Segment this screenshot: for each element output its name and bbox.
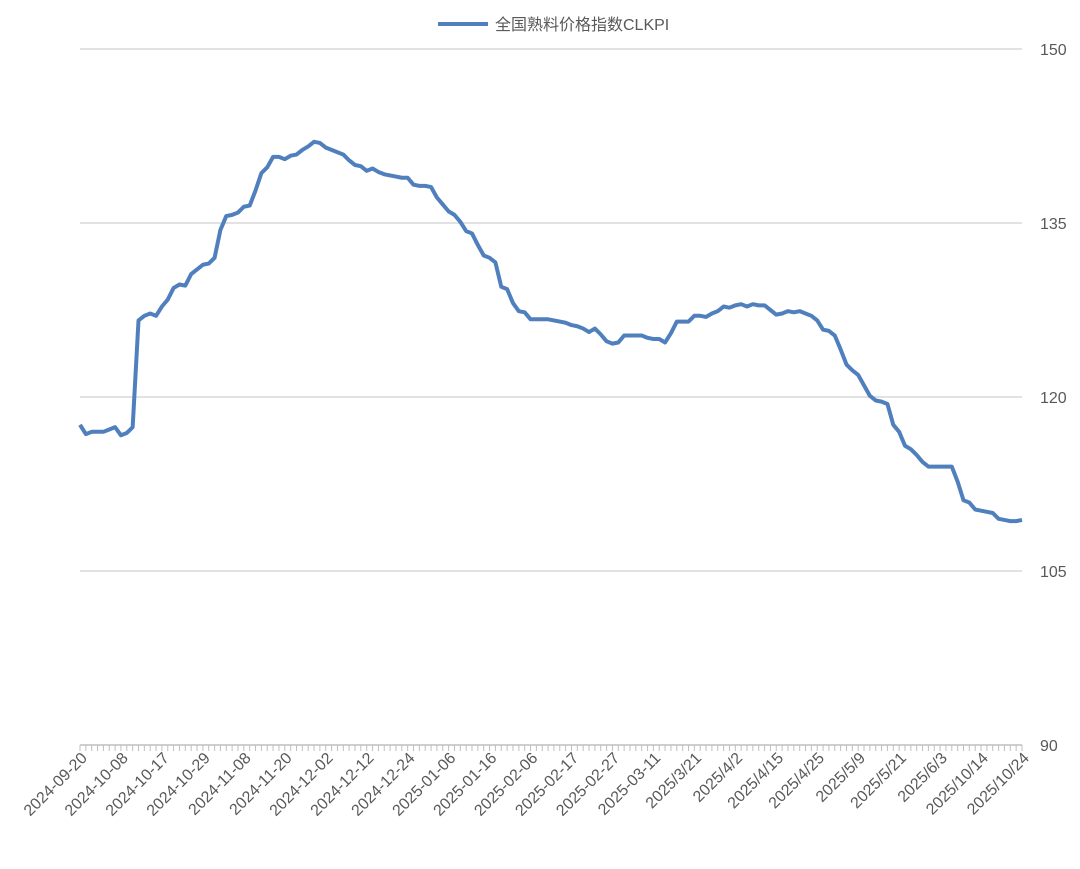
y-tick-label: 135 [1040,216,1067,233]
legend-label: 全国熟料价格指数CLKPI [495,16,669,34]
line [78,139,1023,524]
y-tick-label: 105 [1040,564,1067,581]
y-tick-label: 90 [1040,738,1058,755]
y-tick-label: 120 [1040,390,1067,407]
y-tick-label: 150 [1040,42,1067,59]
